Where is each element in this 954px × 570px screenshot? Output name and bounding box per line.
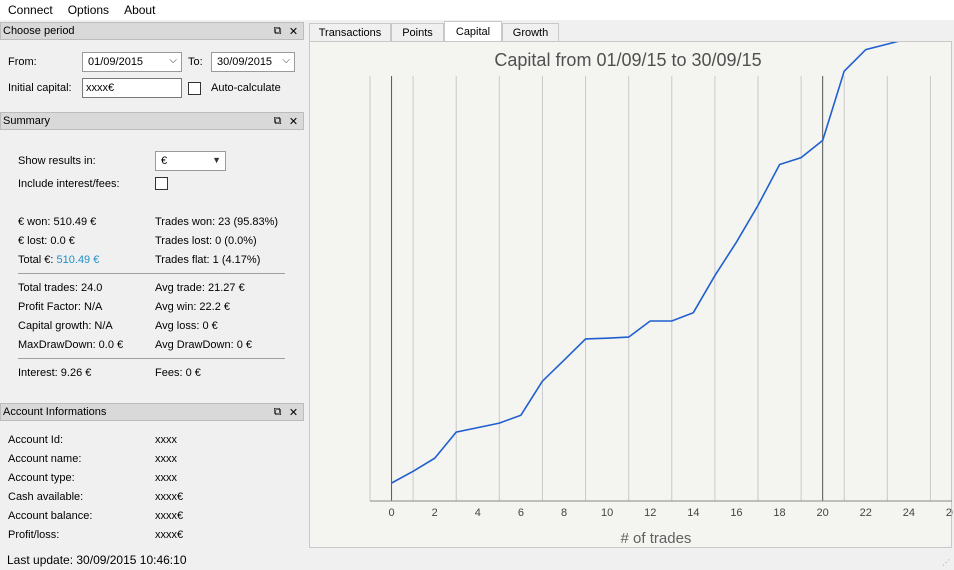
won-amount: € won: 510.49 €	[18, 216, 97, 228]
total-value: 510.49 €	[56, 254, 100, 266]
float-icon[interactable]: ⧉	[273, 114, 282, 127]
account-dock-title: Account Informations ⧉ ✕	[0, 403, 304, 421]
divider	[18, 358, 285, 359]
x-tick-label: 14	[687, 507, 699, 519]
tab-points[interactable]: Points	[391, 23, 444, 42]
avg-win: Avg win: 22.2 €	[155, 301, 231, 313]
menu-connect[interactable]: Connect	[8, 3, 53, 17]
interest: Interest: 9.26 €	[18, 367, 92, 379]
account-type-value: xxxx	[155, 472, 177, 484]
account-id-value: xxxx	[155, 434, 177, 446]
chevron-down-icon: ⌵	[282, 55, 290, 66]
tab-transactions[interactable]: Transactions	[309, 23, 391, 42]
chart-title: Capital from 01/09/15 to 30/09/15	[494, 50, 761, 70]
x-tick-label: 18	[773, 507, 785, 519]
tab-capital[interactable]: Capital	[444, 21, 502, 42]
max-drawdown: MaxDrawDown: 0.0 €	[18, 339, 124, 351]
account-balance-value: xxxx€	[155, 510, 184, 522]
float-icon[interactable]: ⧉	[273, 24, 282, 37]
chevron-down-icon: ⌵	[169, 55, 177, 66]
x-tick-label: 8	[561, 507, 567, 519]
to-label: To:	[188, 56, 203, 68]
resize-grip-icon[interactable]: ⋰	[942, 558, 950, 567]
total-label: Total €: 510.49 €	[18, 254, 99, 266]
menu-options[interactable]: Options	[67, 3, 110, 17]
chart-x-axis-label: # of trades	[621, 530, 692, 547]
chevron-down-icon: ▼	[212, 155, 221, 165]
capital-chart-panel: 02468101214161820222426 Capital from 01/…	[309, 0, 954, 548]
fees: Fees: 0 €	[155, 367, 201, 379]
auto-calculate-label: Auto-calculate	[211, 82, 281, 94]
trades-won: Trades won: 23 (95.83%)	[155, 216, 279, 228]
close-icon[interactable]: ✕	[288, 115, 299, 128]
lost-amount: € lost: 0.0 €	[18, 235, 75, 247]
float-icon[interactable]: ⧉	[273, 405, 282, 418]
account-id-label: Account Id:	[8, 434, 64, 446]
avg-drawdown: Avg DrawDown: 0 €	[155, 339, 253, 351]
currency-select[interactable]: € ▼	[155, 151, 226, 171]
from-label: From:	[8, 56, 37, 68]
x-tick-label: 16	[730, 507, 742, 519]
avg-trade: Avg trade: 21.27 €	[155, 282, 245, 294]
trades-lost: Trades lost: 0 (0.0%)	[155, 235, 257, 247]
menu-about[interactable]: About	[124, 3, 156, 17]
total-label-text: Total €:	[18, 254, 54, 266]
cash-available-value: xxxx€	[155, 491, 184, 503]
auto-calculate-checkbox[interactable]	[188, 82, 201, 95]
close-icon[interactable]: ✕	[288, 406, 299, 419]
summary-dock-title: Summary ⧉ ✕	[0, 112, 304, 130]
divider	[18, 273, 285, 274]
capital-growth: Capital growth: N/A	[18, 320, 113, 332]
x-tick-label: 20	[817, 507, 829, 519]
x-tick-label: 6	[518, 507, 524, 519]
account-type-label: Account type:	[8, 472, 75, 484]
account-name-label: Account name:	[8, 453, 82, 465]
x-tick-label: 24	[903, 507, 915, 519]
menu-bar: Connect Options About	[0, 0, 954, 20]
x-tick-label: 4	[475, 507, 481, 519]
x-tick-label: 22	[860, 507, 872, 519]
include-interest-label: Include interest/fees:	[18, 178, 120, 190]
choose-period-title: Choose period	[3, 25, 75, 37]
from-date-combo[interactable]: 01/09/2015 ⌵	[82, 52, 182, 72]
account-name-value: xxxx	[155, 453, 177, 465]
tab-growth[interactable]: Growth	[502, 23, 559, 42]
to-date-value: 30/09/2015	[217, 56, 273, 68]
from-date-value: 01/09/2015	[88, 56, 144, 68]
x-tick-label: 12	[644, 507, 656, 519]
cash-available-label: Cash available:	[8, 491, 84, 503]
initial-capital-input[interactable]: xxxx€	[82, 78, 182, 98]
total-trades: Total trades: 24.0	[18, 282, 103, 294]
close-icon[interactable]: ✕	[288, 25, 299, 38]
profit-loss-label: Profit/loss:	[8, 529, 60, 541]
account-balance-label: Account balance:	[8, 510, 93, 522]
initial-capital-label: Initial capital:	[8, 82, 72, 94]
capital-chart: 02468101214161820222426 Capital from 01/…	[369, 0, 954, 547]
profit-loss-value: xxxx€	[155, 529, 184, 541]
currency-select-value: €	[161, 155, 168, 167]
avg-loss: Avg loss: 0 €	[155, 320, 218, 332]
summary-title: Summary	[3, 115, 51, 127]
capital-series-line	[391, 0, 928, 484]
include-interest-checkbox[interactable]	[155, 177, 168, 190]
to-date-combo[interactable]: 30/09/2015 ⌵	[211, 52, 295, 72]
profit-factor: Profit Factor: N/A	[18, 301, 103, 313]
x-tick-label: 10	[601, 507, 613, 519]
x-tick-label: 2	[432, 507, 438, 519]
x-tick-label: 26	[946, 507, 953, 519]
show-results-label: Show results in:	[18, 155, 96, 167]
choose-period-dock-title: Choose period ⧉ ✕	[0, 22, 304, 40]
status-last-update: Last update: 30/09/2015 10:46:10	[7, 553, 187, 567]
trades-flat: Trades flat: 1 (4.17%)	[155, 254, 261, 266]
x-tick-label: 0	[388, 507, 394, 519]
account-title: Account Informations	[3, 406, 107, 418]
